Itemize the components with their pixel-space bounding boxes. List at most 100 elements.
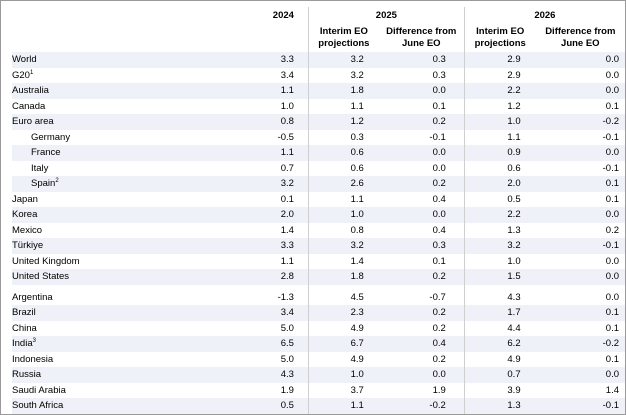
cell-v2024: 3.4 xyxy=(242,305,309,321)
cell-d2025: 1.9 xyxy=(432,384,446,396)
cell-d2025: 0.2 xyxy=(378,176,465,192)
row-label: Euro area xyxy=(12,114,243,130)
cell-v2024: 1.1 xyxy=(242,145,309,161)
row-label: Japan xyxy=(12,192,242,208)
country-name: G20 xyxy=(12,69,30,81)
cell-i2025: 1.1 xyxy=(307,98,379,114)
cell-v2024: 5.0 xyxy=(280,353,294,365)
cell-d2025: -0.1 xyxy=(429,131,446,143)
cell-d2026: 0.1 xyxy=(605,322,619,334)
header-blank xyxy=(12,25,242,52)
header-interim-line1: Interim EO xyxy=(476,26,525,37)
cell-d2026: -0.2 xyxy=(535,336,625,352)
cell-i2025: 6.7 xyxy=(307,336,379,352)
cell-d2025: 0.1 xyxy=(432,100,446,112)
country-name: Russia xyxy=(12,369,42,380)
table-row: Türkiye 3.3 3.2 0.3 3.2 -0.1 xyxy=(12,238,625,254)
cell-v2024: 1.9 xyxy=(280,384,294,396)
cell-d2026: 0.1 xyxy=(535,176,625,192)
row-label: South Africa xyxy=(12,398,243,414)
table-row: Saudi Arabia 1.9 3.7 1.9 3.9 1.4 xyxy=(12,382,625,398)
country-name: India xyxy=(12,338,33,349)
cell-i2025: 1.1 xyxy=(307,191,379,207)
table-row: Korea 2.0 1.0 0.0 2.2 0.0 xyxy=(12,207,625,223)
cell-i2025: 2.3 xyxy=(307,305,379,321)
cell-v2024: 0.7 xyxy=(280,162,294,174)
cell-i2026: 2.9 xyxy=(463,67,536,83)
cell-i2025: 0.8 xyxy=(307,222,379,238)
header-year-2026: 2026 xyxy=(463,7,625,25)
header-interim-line2: projections xyxy=(318,38,370,49)
country-name: Brazil xyxy=(12,307,36,318)
cell-d2026: -0.1 xyxy=(602,131,619,143)
row-label: Russia xyxy=(12,367,243,383)
cell-d2025: 0.2 xyxy=(432,322,446,334)
cell-d2025: 0.4 xyxy=(432,224,446,236)
cell-d2026: 0.1 xyxy=(605,353,619,365)
country-name: Korea xyxy=(12,209,38,220)
cell-i2025: 3.2 xyxy=(307,238,379,254)
row-label: United Kingdom xyxy=(12,254,242,270)
table-row: G201 3.4 3.2 0.3 2.9 0.0 xyxy=(12,67,625,84)
table-row: Australia 1.1 1.8 0.0 2.2 0.0 xyxy=(12,83,625,99)
header-interim-line1: Interim EO xyxy=(319,26,368,37)
group-spacer xyxy=(463,284,536,290)
cell-d2026: 0.1 xyxy=(605,100,619,112)
country-name: Canada xyxy=(12,100,46,112)
cell-v2024: 1.4 xyxy=(280,224,294,236)
cell-i2026: 1.3 xyxy=(463,222,536,238)
cell-i2026: 1.5 xyxy=(463,269,536,285)
cell-i2026: 1.0 xyxy=(463,114,536,130)
cell-d2025: 0.4 xyxy=(432,193,446,205)
table-row: Euro area 0.8 1.2 0.2 1.0 -0.2 xyxy=(12,114,625,130)
cell-v2024: 4.3 xyxy=(242,367,309,383)
row-label: G201 xyxy=(12,68,242,84)
cell-i2025: 1.0 xyxy=(307,367,379,383)
cell-i2026: 1.0 xyxy=(463,253,536,269)
header-blank xyxy=(242,25,308,52)
cell-d2026: 0.1 xyxy=(535,305,625,321)
cell-i2026: 0.7 xyxy=(463,367,536,383)
cell-v2024: 0.8 xyxy=(242,114,309,130)
cell-v2024: 0.1 xyxy=(280,193,294,205)
table-row: United Kingdom 1.1 1.4 0.1 1.0 0.0 xyxy=(12,253,625,270)
cell-d2025: 0.0 xyxy=(378,207,465,223)
row-label: Italy xyxy=(12,161,242,177)
cell-d2025: 0.4 xyxy=(378,336,465,352)
country-name: France xyxy=(31,147,61,158)
cell-v2024: 3.3 xyxy=(242,52,309,68)
header-interim-2025: Interim EO projections xyxy=(307,25,379,52)
country-name: South Africa xyxy=(12,400,64,411)
cell-i2026: 4.4 xyxy=(463,320,536,336)
country-name: Argentina xyxy=(12,291,53,303)
cell-d2026: -0.2 xyxy=(535,114,625,130)
cell-d2026: 0.0 xyxy=(535,367,625,383)
cell-i2025: 3.7 xyxy=(307,382,379,398)
header-blank xyxy=(12,7,242,25)
cell-d2025: 0.0 xyxy=(432,162,446,174)
cell-d2026: 0.0 xyxy=(605,291,619,303)
table-row: India3 6.5 6.7 0.4 6.2 -0.2 xyxy=(12,336,625,352)
row-label: Canada xyxy=(12,99,242,115)
cell-d2026: 0.0 xyxy=(605,255,619,267)
cell-v2024: 1.1 xyxy=(280,255,294,267)
cell-d2025: 0.2 xyxy=(378,114,465,130)
row-label: Argentina xyxy=(12,290,242,306)
header-year-2025: 2025 xyxy=(307,7,465,25)
cell-d2026: 0.0 xyxy=(535,145,625,161)
table-row: Italy 0.7 0.6 0.0 0.6 -0.1 xyxy=(12,160,625,177)
cell-i2026: 1.1 xyxy=(463,129,536,145)
cell-d2026: 0.0 xyxy=(535,269,625,285)
cell-d2026: -0.1 xyxy=(535,398,625,414)
group-spacer xyxy=(12,284,243,290)
cell-v2024: 3.4 xyxy=(280,69,294,81)
cell-i2025: 1.0 xyxy=(307,207,379,223)
cell-i2026: 1.2 xyxy=(463,98,536,114)
cell-d2026: 0.0 xyxy=(535,52,625,68)
table-row: Japan 0.1 1.1 0.4 0.5 0.1 xyxy=(12,191,625,208)
cell-i2025: 3.2 xyxy=(307,52,379,68)
cell-i2025: 1.8 xyxy=(307,269,379,285)
cell-d2025: -0.7 xyxy=(429,291,446,303)
country-name: Euro area xyxy=(12,116,54,127)
table-row: Germany -0.5 0.3 -0.1 1.1 -0.1 xyxy=(12,129,625,145)
